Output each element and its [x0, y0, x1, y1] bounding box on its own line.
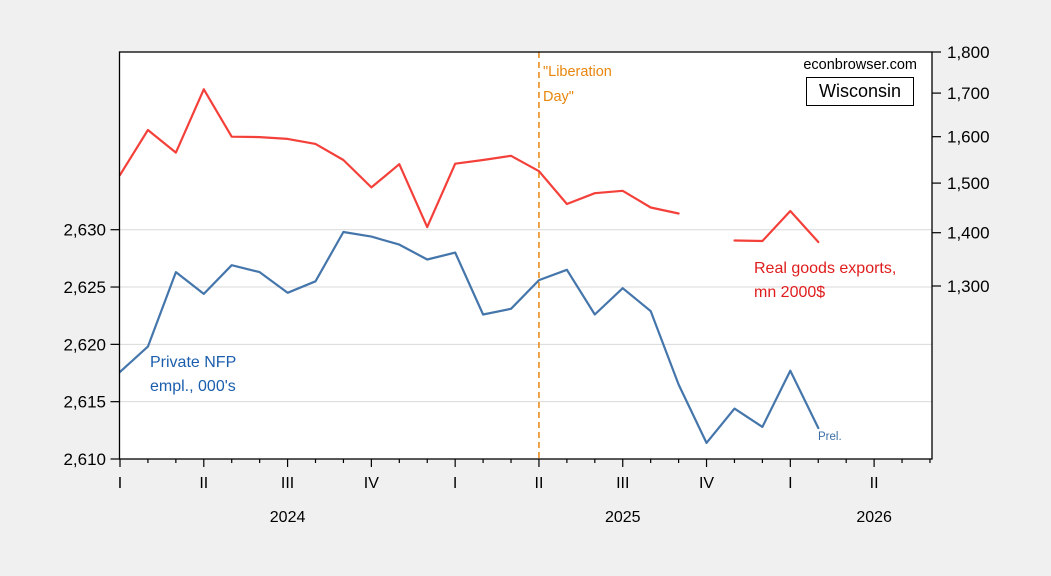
quarter-label: II: [870, 475, 879, 492]
right-axis-tick-label: 1,400: [947, 224, 990, 243]
quarter-label: IV: [364, 475, 379, 492]
quarter-label: I: [453, 475, 457, 492]
quarter-label: I: [788, 475, 792, 492]
preliminary-data-label: Prel.: [818, 431, 842, 443]
right-axis-tick-label: 1,800: [947, 43, 990, 62]
year-label: 2024: [270, 509, 306, 526]
right-axis-tick-label: 1,300: [947, 277, 990, 296]
year-label: 2025: [605, 509, 641, 526]
left-axis-tick-label: 2,610: [63, 450, 106, 469]
left-axis-tick-label: 2,620: [63, 335, 106, 354]
right-axis-tick-label: 1,600: [947, 128, 990, 147]
quarter-label: III: [281, 475, 294, 492]
quarter-label: II: [199, 475, 208, 492]
left-axis-tick-label: 2,625: [63, 278, 106, 297]
left-axis-tick-label: 2,630: [63, 221, 106, 240]
region-title-box: Wisconsin: [806, 77, 914, 106]
exports-series-line: [118, 88, 820, 244]
quarter-label: I: [118, 475, 122, 492]
quarter-label: III: [616, 475, 629, 492]
econbrowser-watermark: econbrowser.com: [803, 57, 917, 73]
nfp-series-label: Private NFP empl., 000's: [150, 354, 237, 395]
quarter-label: IV: [699, 475, 714, 492]
liberation-day-annotation: "Liberation Day": [543, 64, 612, 106]
plot-frame: [118, 51, 933, 460]
left-axis-tick-label: 2,615: [63, 393, 106, 412]
right-axis-tick-label: 1,700: [947, 84, 990, 103]
year-label: 2026: [856, 509, 892, 526]
nfp-series-line: [118, 230, 820, 444]
quarter-label: II: [535, 475, 544, 492]
exports-series-label: Real goods exports, mn 2000$: [754, 260, 897, 301]
right-axis-tick-label: 1,500: [947, 174, 990, 193]
plot-area: [119, 52, 932, 459]
